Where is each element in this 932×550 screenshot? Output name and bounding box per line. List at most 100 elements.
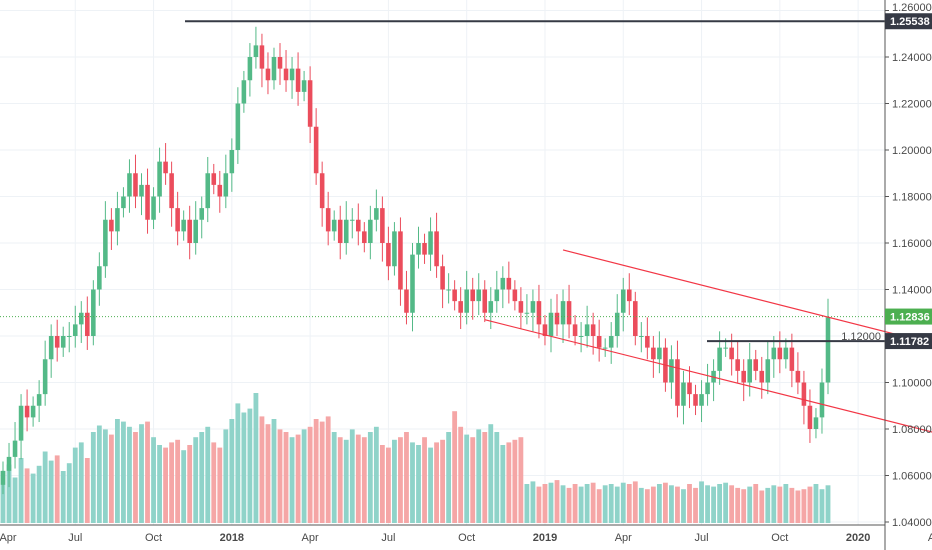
candle-body xyxy=(717,347,722,371)
volume-bar xyxy=(687,484,692,523)
candle-body xyxy=(404,289,409,313)
volume-bar xyxy=(620,482,626,523)
volume-bar xyxy=(506,442,512,523)
volume-bar xyxy=(602,485,608,523)
candle-body xyxy=(175,208,180,232)
candle-body xyxy=(548,312,554,336)
candle-body xyxy=(392,231,397,267)
volume-bar xyxy=(313,419,319,523)
volume-bar xyxy=(385,447,391,523)
candle-body xyxy=(374,208,379,220)
y-tick-label: 1.18000 xyxy=(892,192,932,204)
volume-bar xyxy=(464,434,470,523)
candle-body xyxy=(301,80,307,92)
volume-bar xyxy=(717,484,723,523)
volume-bar xyxy=(283,432,289,523)
volume-bar xyxy=(151,437,156,523)
candle-body xyxy=(66,336,72,337)
volume-bar xyxy=(632,481,638,523)
candle-body xyxy=(410,254,415,313)
volume-bar xyxy=(211,442,217,523)
volume-bar xyxy=(307,426,313,523)
x-tick-label: Oct xyxy=(145,532,162,544)
candle-body xyxy=(416,243,421,255)
candle-body xyxy=(356,219,361,232)
candle-body xyxy=(602,347,608,349)
volume-bar xyxy=(175,439,181,523)
y-tick-label: 1.26000 xyxy=(892,2,932,14)
volume-bars xyxy=(0,393,831,523)
volume-bar xyxy=(500,445,506,523)
volume-bar xyxy=(536,486,542,523)
candle-body xyxy=(277,57,283,69)
candle-body xyxy=(765,359,771,383)
candle-body xyxy=(181,219,186,232)
volume-bar xyxy=(157,445,162,523)
volume-bar xyxy=(675,486,680,523)
price-tags: 1.25538 1.12836 1.11782 xyxy=(885,13,932,350)
y-tick-label: 1.16000 xyxy=(892,238,932,250)
y-tick-label: 1.06000 xyxy=(892,471,932,483)
x-tick-label: Jul xyxy=(381,532,395,544)
candle-body xyxy=(145,184,150,220)
volume-bar xyxy=(813,484,819,523)
volume-bar xyxy=(476,429,482,523)
candle-body xyxy=(253,45,259,57)
candle-body xyxy=(819,382,825,418)
volume-bar xyxy=(96,425,102,523)
volume-bar xyxy=(440,439,446,523)
candle-body xyxy=(205,173,211,209)
volume-bar xyxy=(542,484,548,523)
volume-bar xyxy=(169,442,175,523)
price-axis[interactable]: 1.04000 1.06000 1.08000 1.10000 1.12000 1.140… xyxy=(841,0,932,550)
y-tick-label: 1.10000 xyxy=(892,378,932,390)
volume-bar xyxy=(0,471,6,523)
volume-bar xyxy=(608,484,614,523)
candle-body xyxy=(530,301,536,313)
candle-body xyxy=(620,289,626,313)
candle-body xyxy=(217,184,223,197)
volume-bar xyxy=(554,480,560,523)
candle-body xyxy=(398,231,403,290)
volume-bar xyxy=(819,489,825,523)
volume-bar xyxy=(765,487,771,523)
candle-body xyxy=(48,336,54,360)
volume-bar xyxy=(735,487,741,523)
price-tag-last-bg xyxy=(885,308,932,325)
time-axis[interactable]: Apr Jul Oct 2018 Apr Jul Oct 2019 Apr Jul Oct 2020 A… xyxy=(0,524,932,544)
candle-body xyxy=(825,317,831,383)
candle-body xyxy=(771,347,777,360)
volume-bar xyxy=(229,419,235,523)
volume-bar xyxy=(518,437,524,523)
candle-body xyxy=(440,266,445,290)
volume-bar xyxy=(777,486,783,523)
volume-bar xyxy=(548,482,554,523)
candle-body xyxy=(470,289,475,302)
volume-bar xyxy=(644,489,650,523)
candle-body xyxy=(542,324,548,336)
candle-body xyxy=(675,359,680,406)
volume-bar xyxy=(102,429,108,523)
volume-bar xyxy=(337,437,343,523)
candle-body xyxy=(747,359,753,383)
candle-body xyxy=(386,243,391,267)
candle-body xyxy=(271,57,277,81)
x-tick-label: Apr xyxy=(615,532,632,544)
candle-body xyxy=(584,324,590,336)
volume-bar xyxy=(163,447,168,523)
x-tick-label: Oct xyxy=(458,532,475,544)
volume-bar xyxy=(60,471,66,523)
candle-body xyxy=(693,394,698,406)
volume-bar xyxy=(379,445,385,523)
volume-bar xyxy=(367,432,373,523)
candle-body xyxy=(578,336,584,337)
volume-bar xyxy=(560,485,566,523)
candle-body xyxy=(560,301,566,325)
candle-body xyxy=(368,219,373,243)
volume-bar xyxy=(54,455,60,523)
y-tick-label: 1.12000 xyxy=(841,331,881,343)
volume-bar xyxy=(78,442,84,523)
volume-bar xyxy=(271,419,277,523)
volume-bar xyxy=(422,437,427,523)
